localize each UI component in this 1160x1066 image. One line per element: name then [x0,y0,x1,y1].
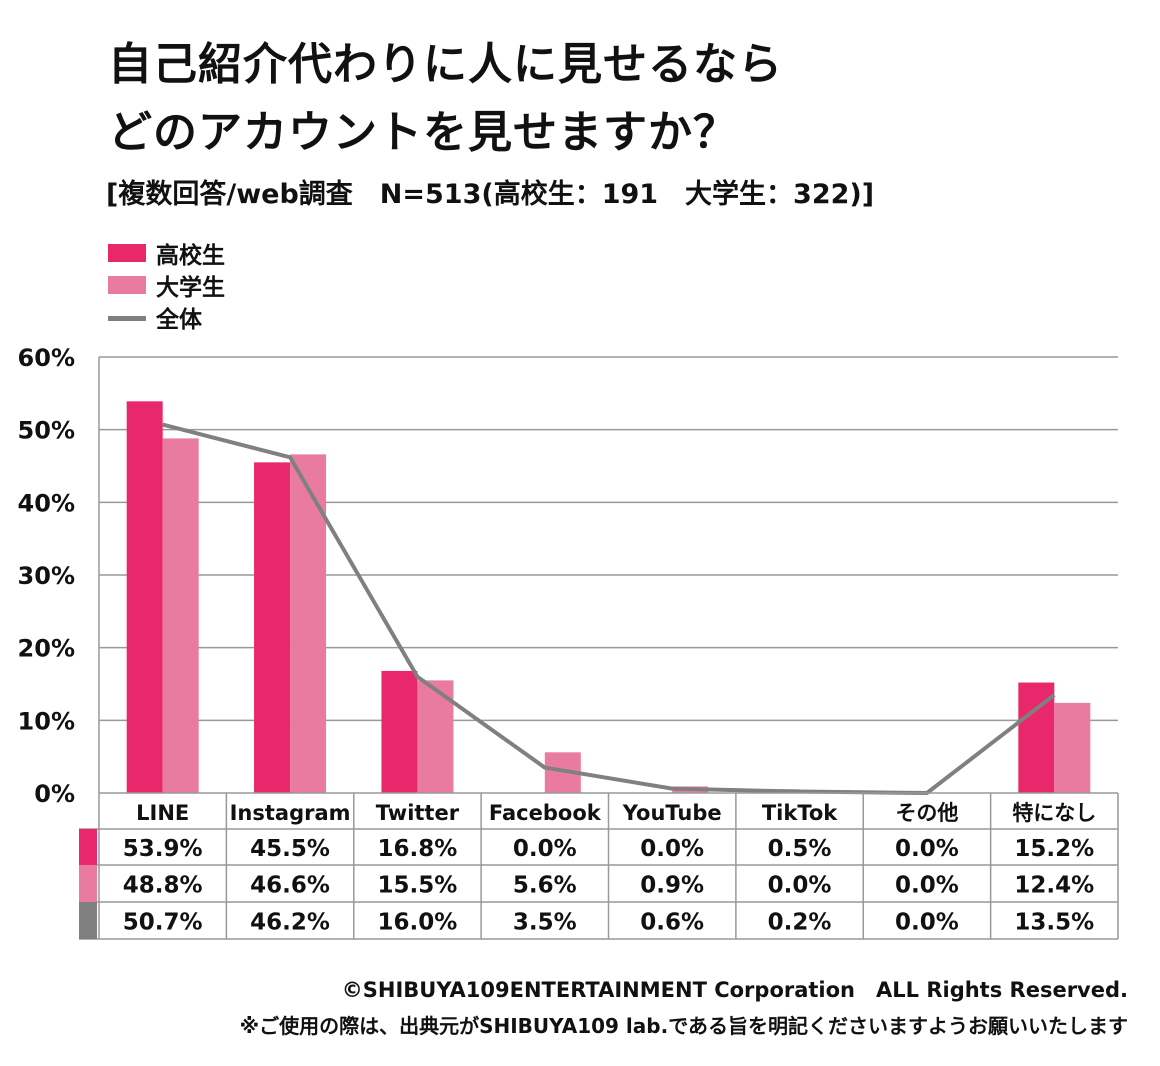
y-tick-label: 40% [18,489,75,517]
table-value: 12.4% [1014,873,1094,899]
table-row-marker [79,865,97,902]
table-value: 0.0% [895,836,959,862]
table-value: 0.0% [895,910,959,936]
table-value: 0.5% [768,836,832,862]
x-category-label: TikTok [762,801,838,825]
chart-subtitle: [複数回答/web調査 N=513(高校生：191 大学生：322)] [106,179,875,210]
legend-label: 全体 [156,307,202,333]
y-tick-label: 60% [18,344,75,372]
table-value: 3.5% [513,910,577,936]
legend-label: 高校生 [156,243,225,269]
y-tick-label: 30% [18,562,75,590]
bar [381,670,418,793]
x-category-label: Facebook [489,801,602,825]
bar [290,454,327,793]
bar [254,462,291,793]
copyright-text: ©SHIBUYA109ENTERTAINMENT Corporation ALL… [341,978,1128,1002]
table-value: 0.0% [640,836,704,862]
bar [126,401,163,793]
legend-item-overall: 全体 [108,302,202,333]
bar [1054,702,1091,793]
x-category-label: その他 [895,801,958,825]
table-value: 53.9% [123,836,203,862]
y-tick-label: 50% [18,417,75,445]
table-value: 5.6% [513,873,577,899]
legend-swatch-high-school [108,244,146,262]
table-value: 15.2% [1014,836,1094,862]
y-tick-label: 0% [34,780,75,808]
table-value: 13.5% [1014,910,1094,936]
table-value: 46.2% [250,910,330,936]
legend-item-university: 大学生 [108,270,225,301]
table-value: 46.6% [250,873,330,899]
table-value: 0.6% [640,910,704,936]
y-tick-label: 10% [18,707,75,735]
legend-swatch-university [108,276,146,294]
table-value: 0.9% [640,873,704,899]
legend-label: 大学生 [156,275,225,301]
table-value: 0.0% [768,873,832,899]
bar [162,438,199,793]
chart-title-line1: 自己紹介代わりに人に見せるなら [108,39,783,90]
x-category-label: LINE [136,801,189,825]
table-row-marker [79,902,97,939]
table-value: 15.5% [378,873,458,899]
table-value: 16.0% [378,910,458,936]
usage-note-text: ※ご使用の際は、出典元がSHIBUYA109 lab.である旨を明記くださいます… [239,1014,1128,1038]
table-value: 16.8% [378,836,458,862]
x-category-label: Twitter [376,801,460,825]
table-value: 45.5% [250,836,330,862]
table-value: 0.0% [895,873,959,899]
x-category-label: YouTube [622,801,722,825]
x-category-label: 特になし [1012,801,1096,825]
legend-line-overall [108,315,146,321]
bar-line-chart: 0% 10% 20% 30% 40% 50% 60% LINE Instagram Twitter… [18,344,1119,940]
legend-item-high-school: 高校生 [108,238,225,269]
table-row-marker [79,829,97,865]
chart-title-line2: どのアカウントを見せますか？ [108,107,738,158]
x-category-label: Instagram [230,801,351,825]
table-value: 48.8% [123,873,203,899]
y-tick-label: 20% [18,635,75,663]
table-value: 0.2% [768,910,832,936]
table-value: 0.0% [513,836,577,862]
table-value: 50.7% [123,910,203,936]
